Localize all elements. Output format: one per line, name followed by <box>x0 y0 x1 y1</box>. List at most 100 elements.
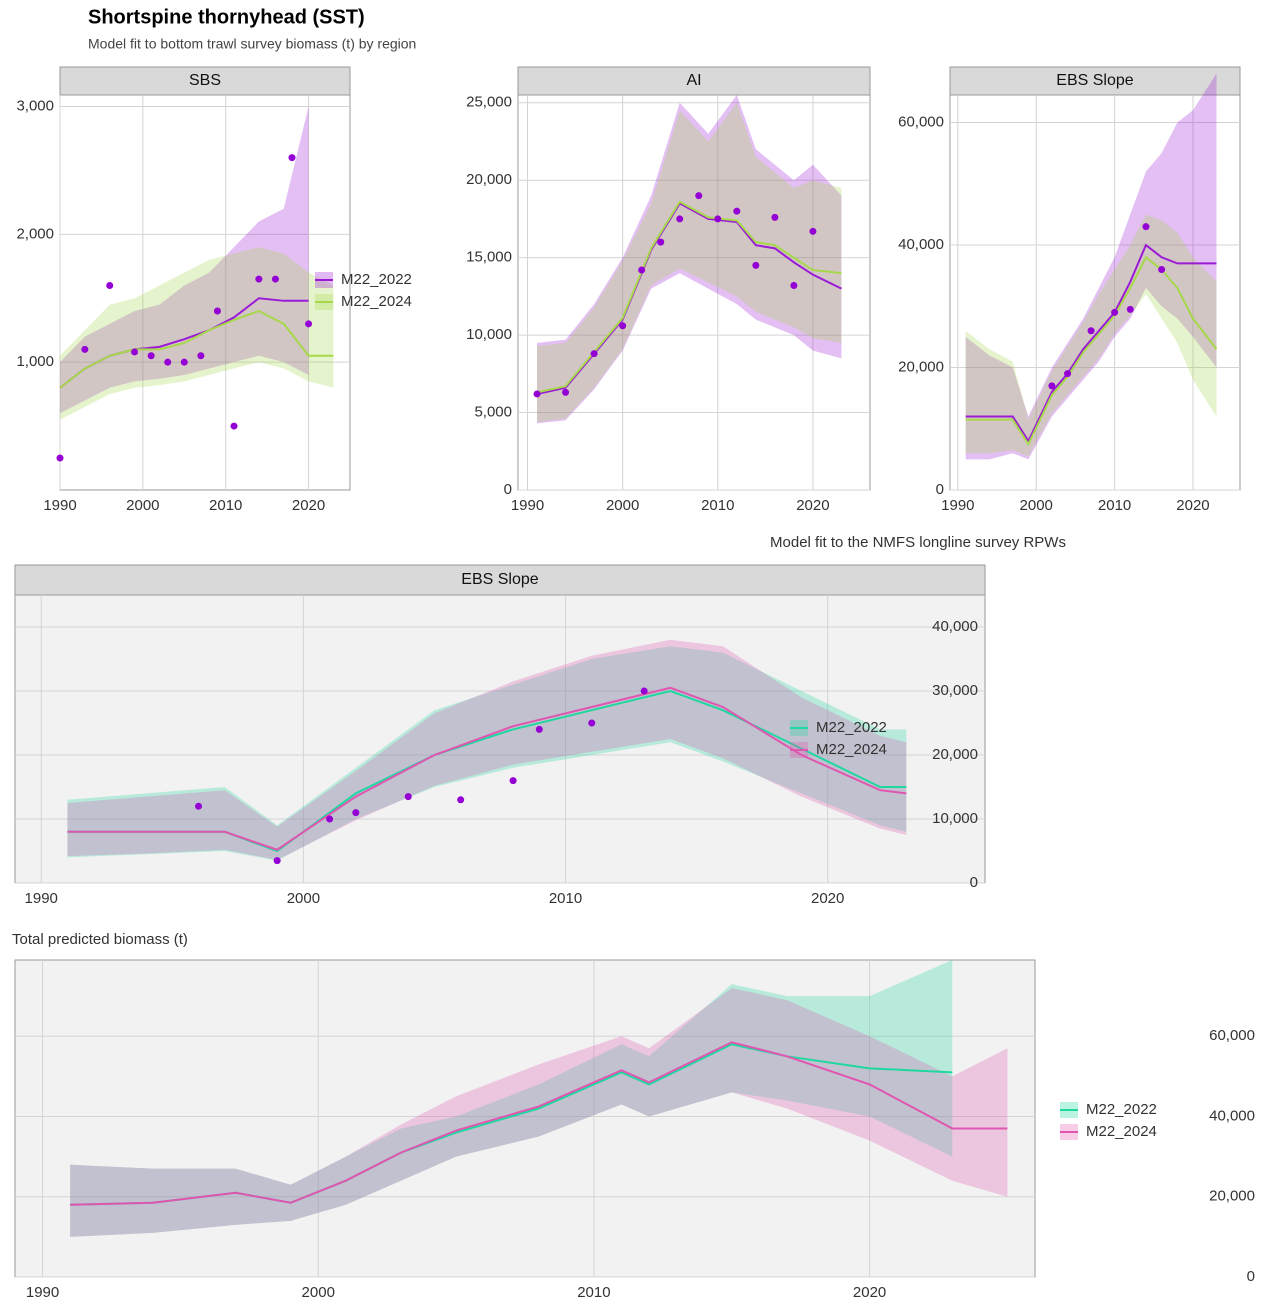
plot-panel <box>517 94 871 491</box>
observed-point <box>404 793 412 801</box>
legend-label: M22_2024 <box>1086 1123 1157 1140</box>
observed-point <box>197 352 205 360</box>
panel-strip <box>517 66 871 96</box>
series-line <box>70 1041 1008 1206</box>
x-tick-label: 2010 <box>209 497 242 514</box>
x-tick-label: 2000 <box>126 497 159 514</box>
x-tick-label: 2020 <box>853 1284 886 1301</box>
y-tick-label: 0 <box>970 874 978 891</box>
uncertainty-band <box>60 106 309 414</box>
x-tick-label: 2020 <box>292 497 325 514</box>
panel-strip-label: AI <box>686 72 701 89</box>
observed-point <box>535 725 543 733</box>
y-tick-label: 20,000 <box>898 358 944 375</box>
observed-point <box>56 454 64 462</box>
legend-label: M22_2024 <box>341 293 412 310</box>
legend-label: M22_2022 <box>1086 1101 1157 1118</box>
observed-point <box>509 777 517 785</box>
x-tick-label: 2020 <box>1176 497 1209 514</box>
x-tick-label: 2020 <box>811 890 844 907</box>
plot-panel <box>14 959 1036 1278</box>
uncertainty-band <box>965 73 1217 460</box>
observed-point <box>457 796 465 804</box>
series-line <box>59 309 334 389</box>
observed-point <box>352 809 360 817</box>
page-title: Shortspine thornyhead (SST) <box>88 6 365 28</box>
observed-point <box>1142 223 1150 231</box>
observed-point <box>533 390 541 398</box>
x-tick-label: 2000 <box>606 497 639 514</box>
legend-label: M22_2022 <box>341 271 412 288</box>
observed-point <box>771 213 779 221</box>
observed-point <box>147 352 155 360</box>
observed-point <box>638 266 646 274</box>
observed-point <box>1126 305 1134 313</box>
observed-point <box>271 275 279 283</box>
observed-point <box>619 322 627 330</box>
y-tick-label: 20,000 <box>932 746 978 763</box>
panel-strip-label: EBS Slope <box>461 571 538 588</box>
y-tick-label: 2,000 <box>16 225 54 242</box>
observed-point <box>164 358 172 366</box>
observed-point <box>288 154 296 162</box>
x-tick-label: 1990 <box>26 1284 59 1301</box>
uncertainty-band <box>67 639 907 860</box>
observed-point <box>695 192 703 200</box>
observed-point <box>1158 266 1166 274</box>
panel-strip-label: SBS <box>189 72 221 89</box>
legend-label: M22_2022 <box>816 719 887 736</box>
y-tick-label: 60,000 <box>898 114 944 131</box>
uncertainty-band <box>965 214 1217 457</box>
observed-point <box>131 348 139 356</box>
observed-point <box>1087 327 1095 335</box>
x-tick-label: 2010 <box>701 497 734 514</box>
observed-point <box>809 227 817 235</box>
page-subtitle: Model fit to bottom trawl survey biomass… <box>88 36 416 52</box>
uncertainty-band <box>70 988 1008 1237</box>
observed-point <box>255 275 263 283</box>
plot-panel <box>59 94 351 491</box>
chart-title: Total predicted biomass (t) <box>12 931 188 948</box>
y-tick-label: 40,000 <box>932 618 978 635</box>
y-tick-label: 20,000 <box>466 171 512 188</box>
observed-point <box>273 857 281 865</box>
x-tick-label: 2020 <box>796 497 829 514</box>
uncertainty-band <box>537 102 842 422</box>
chart-title: Model fit to the NMFS longline survey RP… <box>770 534 1066 551</box>
x-tick-label: 2000 <box>1020 497 1053 514</box>
y-tick-label: 30,000 <box>932 682 978 699</box>
observed-point <box>676 215 684 223</box>
legend-label: M22_2024 <box>816 741 887 758</box>
series-line <box>965 243 1217 444</box>
observed-point <box>640 687 648 695</box>
observed-point <box>1111 308 1119 316</box>
y-tick-label: 25,000 <box>466 94 512 111</box>
observed-point <box>1064 370 1072 378</box>
observed-point <box>106 281 114 289</box>
x-tick-label: 1990 <box>941 497 974 514</box>
observed-point <box>714 215 722 223</box>
y-tick-label: 20,000 <box>1209 1188 1255 1205</box>
y-tick-label: 0 <box>936 481 944 498</box>
observed-point <box>305 320 313 328</box>
observed-point <box>562 388 570 396</box>
uncertainty-band <box>537 95 842 424</box>
plot-panel <box>949 94 1241 491</box>
x-tick-label: 2010 <box>549 890 582 907</box>
x-tick-label: 2010 <box>1098 497 1131 514</box>
observed-point <box>588 719 596 727</box>
observed-point <box>81 345 89 353</box>
y-tick-label: 0 <box>1247 1268 1255 1285</box>
observed-point <box>213 307 221 315</box>
uncertainty-band <box>60 247 334 420</box>
y-tick-label: 40,000 <box>898 236 944 253</box>
y-tick-label: 10,000 <box>466 326 512 343</box>
x-tick-label: 2010 <box>577 1284 610 1301</box>
observed-point <box>733 207 741 215</box>
observed-point <box>590 350 598 358</box>
y-tick-label: 1,000 <box>16 353 54 370</box>
y-tick-label: 0 <box>504 481 512 498</box>
observed-point <box>326 815 334 823</box>
observed-point <box>230 422 238 430</box>
